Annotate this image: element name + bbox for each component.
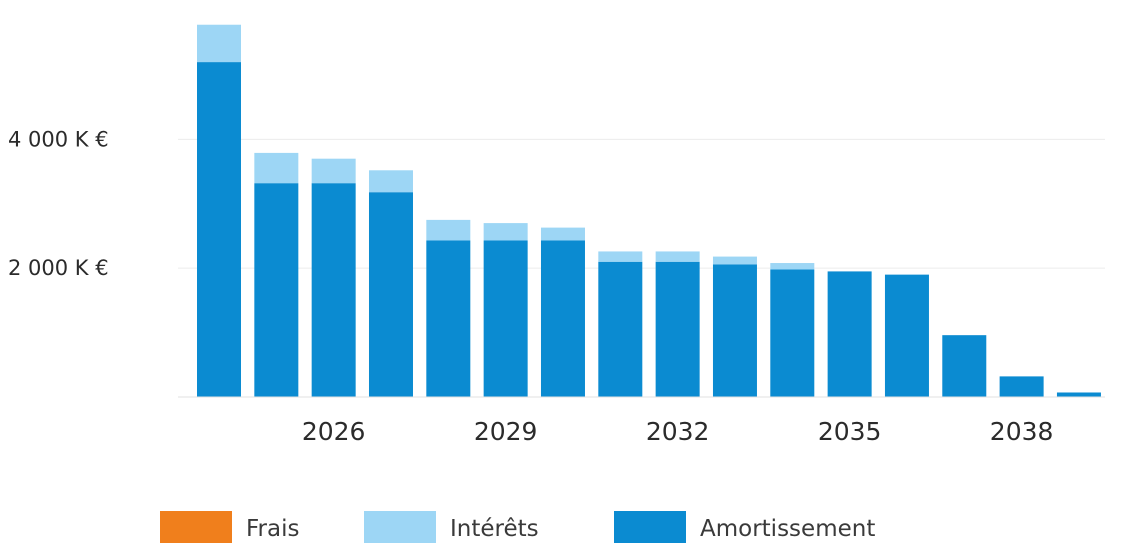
- legend-label: Amortissement: [700, 516, 875, 542]
- x-tick-label: 2026: [302, 417, 366, 446]
- legend-swatch: [364, 511, 436, 543]
- bar-amortissement-2028: [426, 240, 471, 397]
- bar-interets-2030: [540, 227, 585, 241]
- bar-interets-2034: [770, 263, 815, 270]
- bar-interets-2025: [254, 152, 299, 184]
- legend-item-interets[interactable]: Intérêts: [364, 511, 539, 543]
- bar-amortissement-2034: [770, 269, 815, 397]
- bar-amortissement-2033: [712, 264, 757, 397]
- bar-amortissement-2027: [368, 192, 413, 397]
- axes: 2 000 K € 4 000 K € 2026 2029 2032 2035 2038: [8, 127, 1105, 446]
- bar-amortissement-2029: [483, 240, 528, 397]
- bar-amortissement-2031: [598, 261, 643, 397]
- legend-item-frais[interactable]: Frais: [160, 511, 299, 543]
- bar-amortissement-2025: [254, 183, 299, 397]
- legend-label: Frais: [246, 516, 299, 542]
- bar-interets-2029: [483, 223, 528, 241]
- legend: Frais Intérêts Amortissement: [160, 511, 875, 543]
- bar-amortissement-2037: [942, 335, 987, 397]
- bar-interets-2028: [426, 219, 471, 241]
- bar-amortissement-2026: [311, 183, 356, 397]
- legend-label: Intérêts: [450, 516, 539, 542]
- x-tick-label: 2035: [818, 417, 882, 446]
- x-tick-label: 2038: [990, 417, 1054, 446]
- x-tick-label: 2032: [646, 417, 710, 446]
- bar-interets-2024: [197, 24, 241, 63]
- bar-amortissement-2030: [540, 240, 585, 397]
- legend-swatch: [160, 511, 232, 543]
- bar-amortissement-2035: [827, 271, 872, 397]
- bar-interets-2027: [368, 170, 413, 193]
- bar-interets-2033: [712, 256, 757, 265]
- y-tick-label: 4 000 K €: [8, 127, 109, 151]
- bar-interets-2032: [655, 251, 700, 262]
- bar-interets-2031: [598, 251, 643, 262]
- bar-amortissement-2036: [884, 274, 929, 397]
- x-tick-label: 2029: [474, 417, 538, 446]
- bar-interets-2026: [311, 158, 356, 184]
- bar-amortissement-2024: [197, 62, 241, 397]
- bar-amortissement-2039: [1056, 392, 1101, 397]
- bar-amortissement-2038: [999, 376, 1044, 397]
- bars: [197, 24, 1101, 397]
- legend-item-amortissement[interactable]: Amortissement: [614, 511, 875, 543]
- bar-amortissement-2032: [655, 261, 700, 397]
- y-tick-label: 2 000 K €: [8, 256, 109, 280]
- legend-swatch: [614, 511, 686, 543]
